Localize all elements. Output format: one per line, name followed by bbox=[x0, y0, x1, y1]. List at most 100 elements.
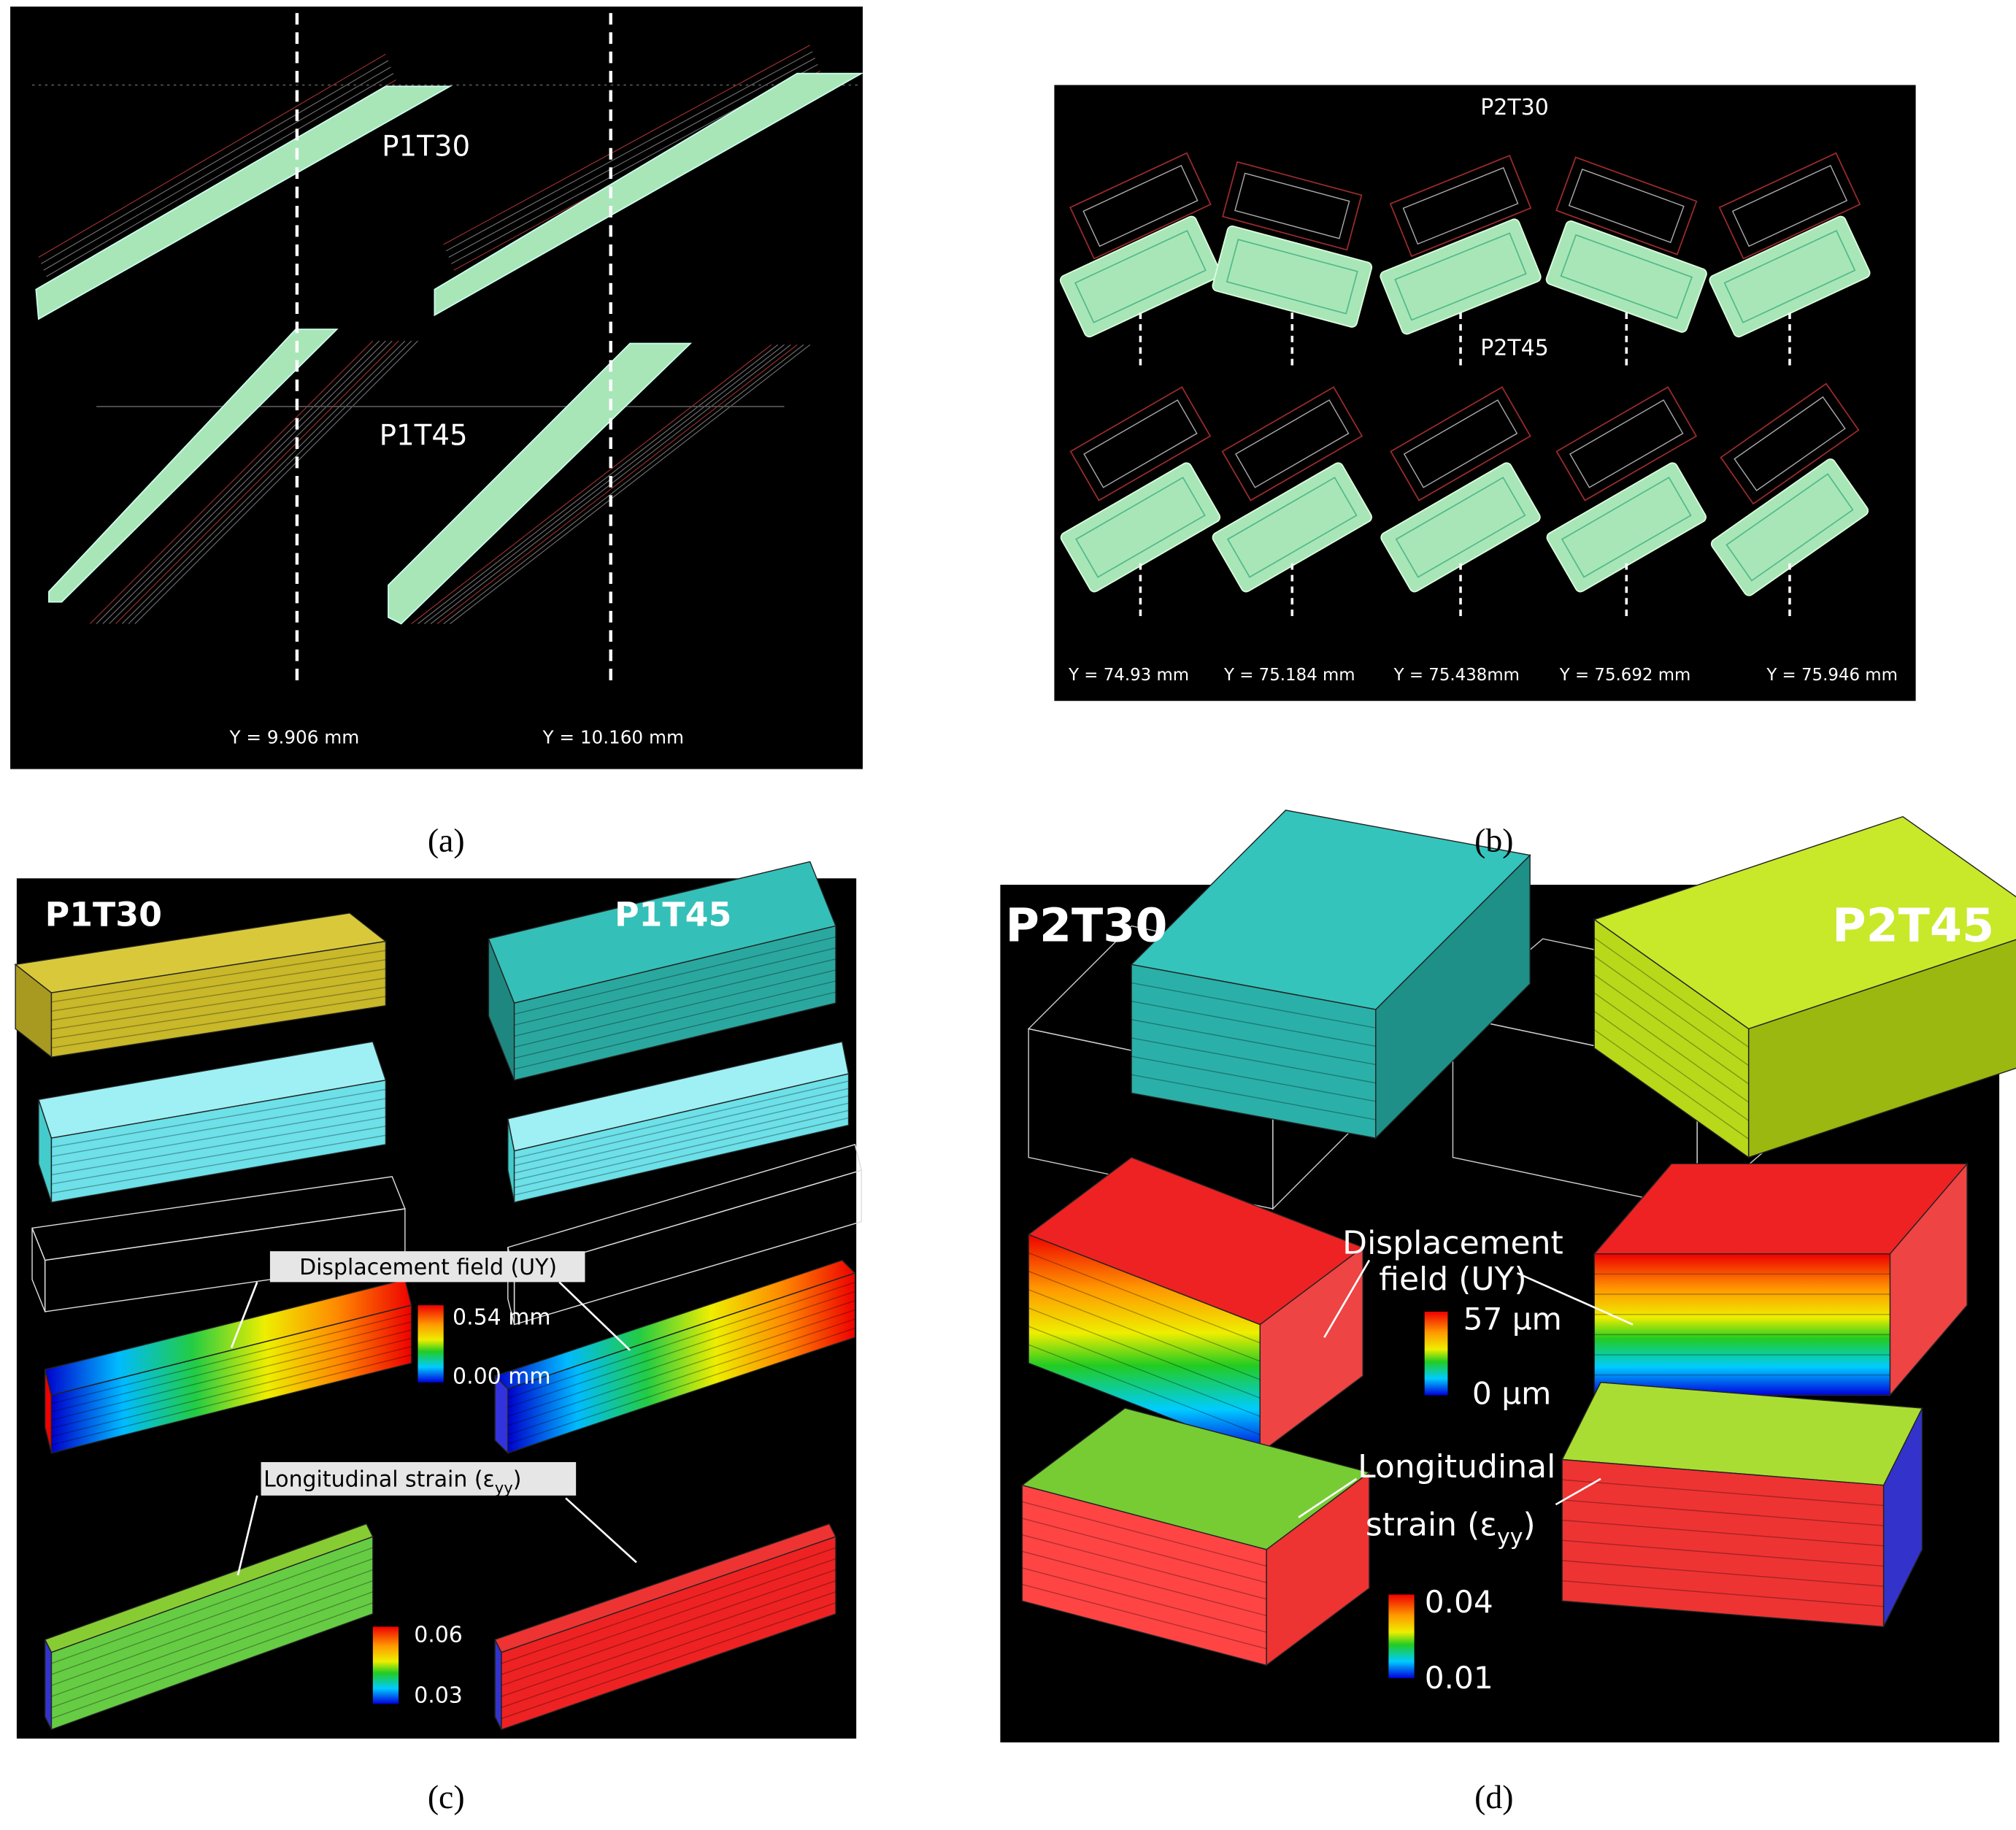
subscript: yy bbox=[495, 1478, 513, 1496]
colorbar-label: 0.00 mm bbox=[453, 1364, 551, 1390]
layer-line bbox=[514, 1117, 849, 1196]
layer-line bbox=[1562, 1519, 1884, 1547]
box-side bbox=[494, 1639, 502, 1730]
leader-line bbox=[1517, 1272, 1634, 1326]
caption: (d) bbox=[1474, 1778, 1513, 1815]
outline-rect bbox=[1222, 161, 1363, 251]
box-front bbox=[50, 1304, 412, 1454]
layer-line bbox=[1131, 1056, 1376, 1102]
hatch-line bbox=[443, 45, 810, 245]
annotation: Longitudinal strain (εyy) bbox=[263, 1466, 521, 1496]
part-rect bbox=[1710, 458, 1869, 596]
leader-line bbox=[230, 1281, 258, 1348]
hatch-line bbox=[43, 66, 391, 271]
layer-line bbox=[514, 980, 836, 1059]
layer-line bbox=[514, 991, 836, 1070]
layer-line bbox=[51, 1547, 374, 1664]
green-part bbox=[1212, 225, 1373, 328]
outline-rect bbox=[1069, 152, 1212, 260]
layer-line bbox=[51, 1088, 386, 1148]
outline-part bbox=[1555, 386, 1698, 501]
layer-band bbox=[48, 328, 339, 603]
layer-line bbox=[51, 1354, 412, 1446]
layer-line bbox=[51, 1098, 386, 1157]
layer-line bbox=[514, 1102, 849, 1181]
colorbar bbox=[1388, 1594, 1415, 1678]
layer-line bbox=[1593, 956, 1750, 1066]
position-label: Y = 10.160 mm bbox=[542, 726, 684, 747]
leader-line bbox=[1298, 1477, 1358, 1518]
layer-line bbox=[51, 1312, 412, 1404]
label: P2T45 bbox=[1480, 335, 1548, 361]
layer-line bbox=[1131, 982, 1376, 1029]
annotation-text: strain (ε bbox=[1366, 1506, 1497, 1543]
outline-part bbox=[1069, 152, 1212, 260]
layer-line bbox=[1131, 1000, 1376, 1047]
colorbar bbox=[418, 1305, 444, 1383]
layer-line bbox=[1562, 1499, 1884, 1526]
part-rect bbox=[1380, 218, 1542, 335]
annotation: Displacement field (UY) bbox=[299, 1255, 557, 1280]
outline-rect bbox=[1390, 386, 1531, 501]
inner-rect bbox=[1234, 172, 1350, 239]
hatch-line bbox=[443, 344, 804, 624]
layer-line bbox=[51, 959, 386, 1012]
part-rect bbox=[1060, 462, 1221, 593]
part-inner bbox=[1723, 229, 1856, 323]
outline-rect bbox=[1389, 154, 1532, 258]
part-rect bbox=[1546, 462, 1707, 593]
inner-rect bbox=[1083, 399, 1198, 488]
layer-line bbox=[51, 996, 386, 1049]
position-label: Y = 75.692 mm bbox=[1559, 666, 1691, 685]
box-front bbox=[1593, 918, 1750, 1158]
layer-line bbox=[514, 936, 836, 1015]
box-front bbox=[1593, 1253, 1891, 1396]
box-front bbox=[513, 1169, 862, 1326]
box-front bbox=[507, 1272, 856, 1454]
leader-line bbox=[1555, 1477, 1601, 1506]
layer-line bbox=[501, 1602, 836, 1719]
colorbar-label: 0.06 bbox=[414, 1623, 463, 1648]
layer-line bbox=[1562, 1580, 1884, 1607]
inner-rect bbox=[1569, 399, 1684, 488]
layer-line bbox=[1028, 1270, 1261, 1362]
position-label: Y = 75.946 mm bbox=[1766, 666, 1898, 685]
texts: P1T30 P1T45 Y = 9.906 mm Y = 10.160 mm P… bbox=[45, 95, 1995, 1815]
inner-rect bbox=[1402, 166, 1519, 245]
layer-line bbox=[51, 1321, 412, 1412]
hatch-line bbox=[38, 53, 386, 258]
part-rect bbox=[1212, 462, 1372, 593]
shapes bbox=[14, 12, 2016, 1731]
layer-line bbox=[51, 950, 386, 1003]
hatch-line bbox=[128, 340, 412, 624]
position-label: Y = 75.438mm bbox=[1393, 666, 1520, 685]
green-part bbox=[1546, 462, 1707, 593]
green-part bbox=[1059, 215, 1221, 338]
layer-line bbox=[501, 1547, 836, 1664]
layer-line bbox=[1022, 1534, 1267, 1600]
part-inner bbox=[1560, 234, 1693, 320]
green-part bbox=[1380, 218, 1542, 335]
position-label: Y = 75.184 mm bbox=[1223, 666, 1355, 685]
green-part bbox=[1545, 220, 1707, 333]
outline-part bbox=[1389, 154, 1532, 258]
outline-part bbox=[1390, 386, 1531, 501]
outline-part bbox=[1222, 161, 1363, 251]
green-part bbox=[1710, 458, 1869, 596]
colorbar-label: 0 µm bbox=[1472, 1376, 1551, 1412]
box-front bbox=[1021, 1484, 1267, 1666]
layer-band bbox=[35, 85, 453, 320]
outline-part bbox=[1718, 152, 1861, 260]
hatch-line bbox=[109, 340, 393, 624]
layer-line bbox=[514, 969, 836, 1048]
layer-line bbox=[1562, 1560, 1884, 1587]
annotation: Displacement bbox=[1342, 1225, 1563, 1262]
position-label: Y = 9.906 mm bbox=[228, 726, 359, 747]
layer-line bbox=[507, 1291, 855, 1408]
label: P1T30 bbox=[382, 130, 470, 163]
outline-rect bbox=[1069, 386, 1212, 501]
caption: (a) bbox=[428, 821, 465, 858]
box-front bbox=[501, 1536, 836, 1731]
layer-line bbox=[51, 1337, 412, 1429]
part-inner bbox=[1561, 477, 1692, 578]
